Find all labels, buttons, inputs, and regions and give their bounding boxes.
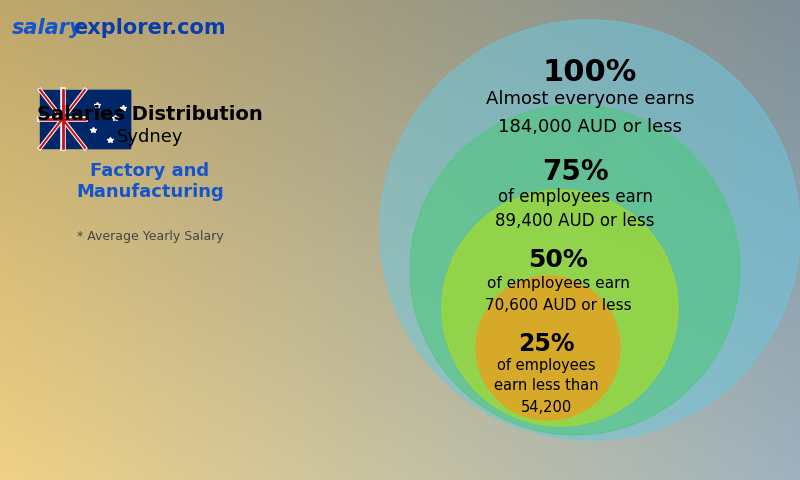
Text: Salaries Distribution: Salaries Distribution xyxy=(37,105,263,124)
Text: Factory and
Manufacturing: Factory and Manufacturing xyxy=(76,162,224,201)
Text: earn less than: earn less than xyxy=(494,378,598,393)
Text: of employees earn: of employees earn xyxy=(498,188,653,206)
Text: 54,200: 54,200 xyxy=(520,400,572,415)
Circle shape xyxy=(410,105,740,435)
Bar xyxy=(40,90,130,148)
Text: salary: salary xyxy=(12,18,84,38)
Text: 184,000 AUD or less: 184,000 AUD or less xyxy=(498,118,682,136)
Text: * Average Yearly Salary: * Average Yearly Salary xyxy=(77,230,223,243)
Circle shape xyxy=(380,20,800,440)
Circle shape xyxy=(476,276,620,420)
Text: of employees earn: of employees earn xyxy=(486,276,630,291)
Text: 25%: 25% xyxy=(518,332,574,356)
Text: 100%: 100% xyxy=(543,58,637,87)
Text: 50%: 50% xyxy=(528,248,588,272)
Circle shape xyxy=(442,190,678,426)
Text: Almost everyone earns: Almost everyone earns xyxy=(486,90,694,108)
Bar xyxy=(85,90,130,148)
Text: explorer.com: explorer.com xyxy=(73,18,226,38)
Text: of employees: of employees xyxy=(497,358,595,373)
Text: 70,600 AUD or less: 70,600 AUD or less xyxy=(485,298,631,313)
Text: Sydney: Sydney xyxy=(117,128,183,146)
Text: 75%: 75% xyxy=(542,158,608,186)
Text: 89,400 AUD or less: 89,400 AUD or less xyxy=(495,212,654,230)
